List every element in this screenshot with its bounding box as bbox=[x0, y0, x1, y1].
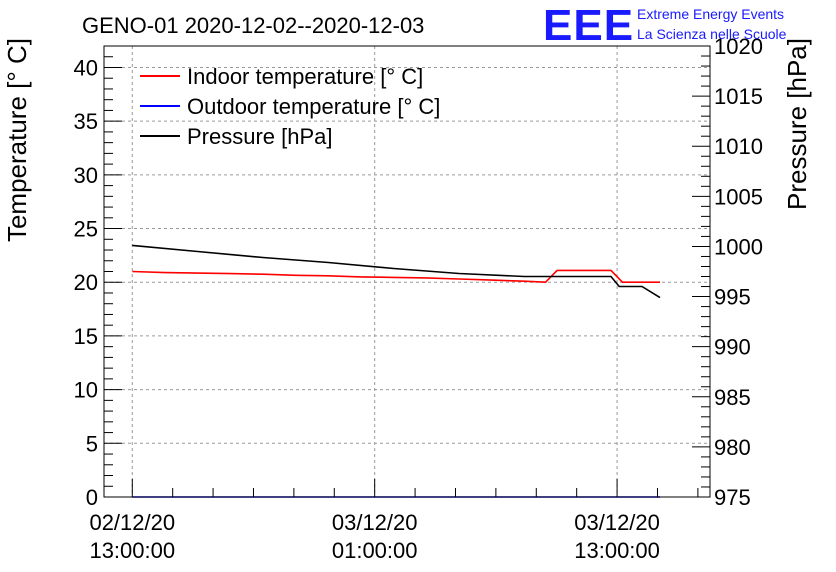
y2-tick-label: 1010 bbox=[714, 134, 763, 159]
y2-tick-label: 1020 bbox=[714, 34, 763, 59]
y-tick-label: 40 bbox=[74, 55, 98, 80]
axis-ticks: 0510152025303540975980985990995100010051… bbox=[74, 34, 763, 563]
x-tick-label-time: 13:00:00 bbox=[89, 538, 175, 563]
x-tick-label-time: 01:00:00 bbox=[332, 538, 418, 563]
y-tick-label: 5 bbox=[86, 431, 98, 456]
y-axis-title: Temperature [° C] bbox=[2, 38, 32, 242]
y-tick-label: 20 bbox=[74, 270, 98, 295]
logo-line1: Extreme Energy Events bbox=[637, 6, 784, 22]
legend: Indoor temperature [° C] Outdoor temperat… bbox=[140, 64, 440, 149]
eee-logo: EEE Extreme Energy Events La Scienza nel… bbox=[543, 1, 787, 50]
y2-tick-label: 990 bbox=[714, 335, 751, 360]
y-tick-label: 10 bbox=[74, 378, 98, 403]
pressure-line bbox=[132, 244, 661, 299]
y-tick-label: 25 bbox=[74, 217, 98, 242]
x-tick-label-date: 02/12/20 bbox=[89, 510, 175, 535]
y-tick-label: 35 bbox=[74, 109, 98, 134]
y2-tick-label: 1000 bbox=[714, 234, 763, 259]
y2-tick-label: 995 bbox=[714, 285, 751, 310]
legend-label-1: Indoor temperature [° C] bbox=[187, 64, 423, 89]
y2-tick-label: 975 bbox=[714, 485, 751, 510]
y2-tick-label: 1005 bbox=[714, 184, 763, 209]
y2-tick-label: 1015 bbox=[714, 84, 763, 109]
x-tick-label-date: 03/12/20 bbox=[332, 510, 418, 535]
y2-axis-title: Pressure [hPa] bbox=[782, 38, 812, 210]
legend-label-2: Outdoor temperature [° C] bbox=[187, 94, 440, 119]
y-tick-label: 15 bbox=[74, 324, 98, 349]
x-tick-label-date: 03/12/20 bbox=[574, 510, 660, 535]
x-tick-label-time: 13:00:00 bbox=[574, 538, 660, 563]
indoor-temperature-line bbox=[132, 269, 660, 284]
y2-tick-label: 985 bbox=[714, 385, 751, 410]
y2-tick-label: 980 bbox=[714, 435, 751, 460]
y-tick-label: 30 bbox=[74, 163, 98, 188]
grid bbox=[104, 46, 710, 497]
series-layer bbox=[132, 244, 661, 498]
logo-mark: EEE bbox=[543, 1, 634, 50]
legend-label-3: Pressure [hPa] bbox=[187, 124, 333, 149]
logo-line2: La Scienza nelle Scuole bbox=[637, 26, 787, 42]
y-tick-label: 0 bbox=[86, 485, 98, 510]
chart-title: GENO-01 2020-12-02--2020-12-03 bbox=[82, 13, 424, 38]
